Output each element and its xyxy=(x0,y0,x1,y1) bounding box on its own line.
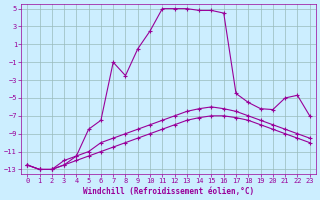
X-axis label: Windchill (Refroidissement éolien,°C): Windchill (Refroidissement éolien,°C) xyxy=(83,187,254,196)
